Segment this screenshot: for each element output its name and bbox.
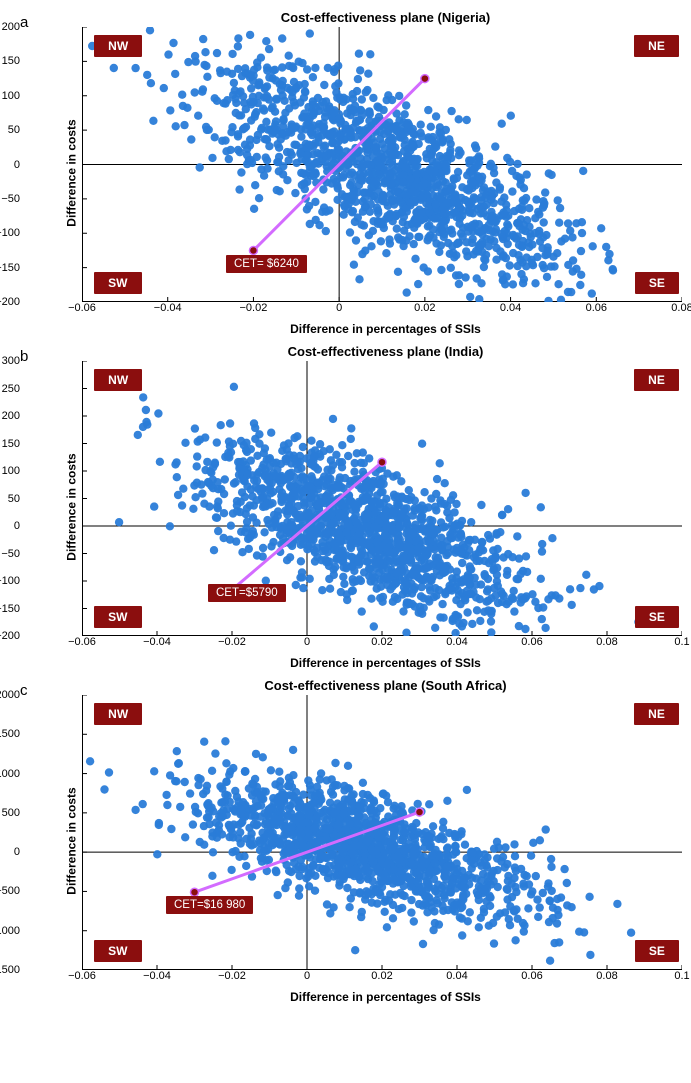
quadrant-label-nw: NW [94, 703, 142, 725]
y-tick-label: −50 [0, 193, 20, 205]
quadrant-label-sw: SW [94, 272, 141, 294]
scatter-svg [82, 361, 682, 636]
x-tick-label: 0.08 [596, 636, 617, 648]
x-tick-label: 0.08 [671, 302, 691, 314]
y-tick-label: 500 [0, 807, 20, 819]
x-tick-label: 0 [304, 636, 310, 648]
x-tick-label: −0.02 [218, 636, 246, 648]
cet-label: CET=$5790 [208, 584, 286, 602]
y-tick-label: 50 [0, 493, 20, 505]
x-axis-label: Difference in percentages of SSIs [70, 656, 691, 670]
cet-label: CET=$16 980 [166, 896, 253, 914]
quadrant-label-sw: SW [94, 606, 141, 628]
x-ticks: −0.06−0.04−0.0200.020.040.060.080.1 [82, 636, 691, 652]
x-tick-label: 0.04 [446, 636, 467, 648]
y-tick-label: 1500 [0, 728, 20, 740]
chart-title: Cost-effectiveness plane (India) [70, 344, 691, 359]
y-tick-label: −200 [0, 630, 20, 642]
x-tick-label: 0 [304, 970, 310, 982]
x-tick-label: −0.02 [240, 302, 268, 314]
y-tick-label: 50 [0, 124, 20, 136]
quadrant-label-ne: NE [634, 369, 679, 391]
quadrant-label-ne: NE [634, 703, 679, 725]
y-tick-label: −150 [0, 603, 20, 615]
y-tick-label: 200 [0, 21, 20, 33]
x-tick-label: −0.04 [154, 302, 182, 314]
x-tick-label: −0.06 [68, 302, 96, 314]
x-tick-label: 0.06 [521, 970, 542, 982]
y-tick-label: 1000 [0, 768, 20, 780]
y-tick-label: 0 [0, 520, 20, 532]
chart-title: Cost-effectiveness plane (South Africa) [70, 678, 691, 693]
quadrant-label-se: SE [635, 272, 679, 294]
panel-letter: c [20, 682, 28, 699]
x-tick-label: −0.04 [143, 636, 171, 648]
plot-area: −200−150−100−50050100150200250300NWNESWS… [82, 361, 691, 636]
x-tick-label: 0.06 [586, 302, 607, 314]
chart-panel-b: b Cost-effectiveness plane (India) Differe… [10, 344, 691, 670]
quadrant-label-se: SE [635, 606, 679, 628]
x-tick-label: 0.02 [371, 970, 392, 982]
y-tick-label: −100 [0, 227, 20, 239]
quadrant-label-ne: NE [634, 35, 679, 57]
chart-title: Cost-effectiveness plane (Nigeria) [70, 10, 691, 25]
panel-letter: b [20, 348, 28, 365]
quadrant-label-nw: NW [94, 369, 142, 391]
y-tick-label: 250 [0, 383, 20, 395]
y-tick-label: −1500 [0, 964, 20, 976]
cet-label: CET= $6240 [226, 255, 307, 273]
x-tick-label: −0.06 [68, 636, 96, 648]
quadrant-label-se: SE [635, 940, 679, 962]
y-tick-label: 100 [0, 90, 20, 102]
y-tick-label: 0 [0, 159, 20, 171]
chart-panel-a: a Cost-effectiveness plane (Nigeria) Diffe… [10, 10, 691, 336]
y-tick-label: −150 [0, 262, 20, 274]
y-tick-label: 300 [0, 355, 20, 367]
panel-letter: a [20, 14, 28, 31]
x-tick-label: −0.04 [143, 970, 171, 982]
quadrant-label-sw: SW [94, 940, 141, 962]
x-axis-label: Difference in percentages of SSIs [70, 322, 691, 336]
x-tick-label: 0.04 [500, 302, 521, 314]
y-tick-label: 150 [0, 55, 20, 67]
x-tick-label: −0.06 [68, 970, 96, 982]
quadrant-label-nw: NW [94, 35, 142, 57]
x-tick-label: 0.04 [446, 970, 467, 982]
y-tick-label: 200 [0, 410, 20, 422]
x-axis-label: Difference in percentages of SSIs [70, 990, 691, 1004]
y-tick-label: 0 [0, 846, 20, 858]
y-tick-label: −100 [0, 575, 20, 587]
y-tick-label: 150 [0, 438, 20, 450]
plot-area: −1500−1000−5000500100015002000NWNESWSECE… [82, 695, 691, 970]
plot-area: −200−150−100−50050100150200NWNESWSECET= … [82, 27, 691, 302]
x-tick-label: 0.08 [596, 970, 617, 982]
y-axis-label: Difference in costs [65, 453, 79, 560]
x-tick-label: 0.02 [371, 636, 392, 648]
scatter-svg [82, 695, 682, 970]
x-tick-label: 0 [336, 302, 342, 314]
x-ticks: −0.06−0.04−0.0200.020.040.060.08 [82, 302, 691, 318]
y-tick-label: −200 [0, 296, 20, 308]
y-tick-label: −500 [0, 885, 20, 897]
y-axis-label: Difference in costs [65, 119, 79, 226]
x-tick-label: −0.02 [218, 970, 246, 982]
chart-panel-c: c Cost-effectiveness plane (South Africa)… [10, 678, 691, 1004]
x-tick-label: 0.02 [414, 302, 435, 314]
y-tick-label: 2000 [0, 689, 20, 701]
y-axis-label: Difference in costs [65, 787, 79, 894]
scatter-svg [82, 27, 682, 302]
y-tick-label: 100 [0, 465, 20, 477]
x-tick-label: 0.06 [521, 636, 542, 648]
x-tick-label: 0.1 [674, 970, 689, 982]
x-ticks: −0.06−0.04−0.0200.020.040.060.080.1 [82, 970, 691, 986]
x-tick-label: 0.1 [674, 636, 689, 648]
y-tick-label: −50 [0, 548, 20, 560]
y-tick-label: −1000 [0, 925, 20, 937]
